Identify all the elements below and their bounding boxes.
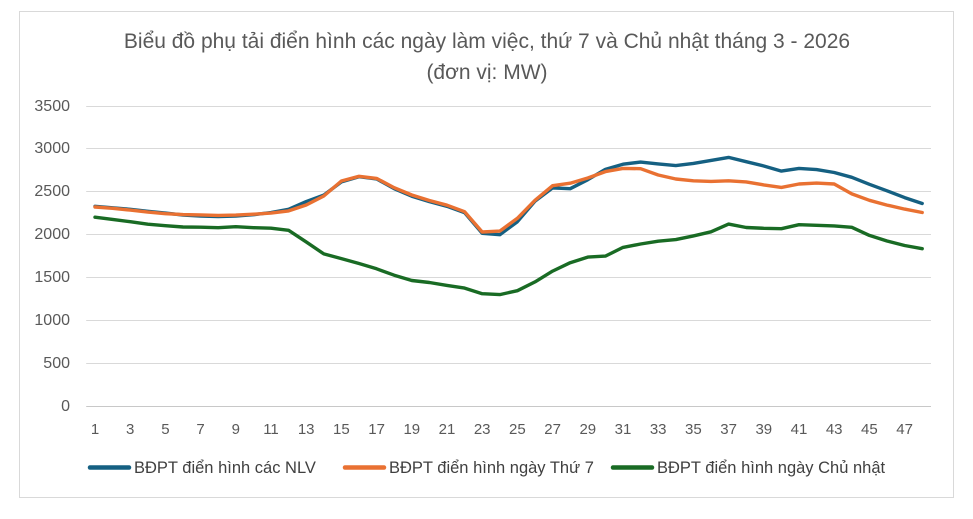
svg-text:21: 21 — [439, 421, 456, 438]
svg-text:27: 27 — [544, 421, 561, 438]
svg-text:47: 47 — [896, 421, 913, 438]
svg-text:2500: 2500 — [34, 183, 70, 200]
svg-text:3: 3 — [126, 421, 134, 438]
svg-text:(đơn vị: MW): (đơn vị: MW) — [426, 61, 547, 84]
svg-text:37: 37 — [720, 421, 737, 438]
svg-text:BĐPT điển hình các NLV: BĐPT điển hình các NLV — [134, 459, 316, 477]
svg-text:15: 15 — [333, 421, 350, 438]
svg-text:1: 1 — [91, 421, 99, 438]
svg-text:1000: 1000 — [34, 312, 70, 329]
svg-text:31: 31 — [615, 421, 632, 438]
svg-text:0: 0 — [61, 398, 70, 415]
svg-text:41: 41 — [791, 421, 808, 438]
svg-text:7: 7 — [196, 421, 204, 438]
svg-text:11: 11 — [263, 421, 279, 438]
svg-text:BĐPT điển hình ngày Chủ nhật: BĐPT điển hình ngày Chủ nhật — [657, 459, 886, 477]
svg-text:2000: 2000 — [34, 226, 70, 243]
svg-text:BĐPT điển hình ngày Thứ 7: BĐPT điển hình ngày Thứ 7 — [389, 459, 594, 477]
svg-text:13: 13 — [298, 421, 315, 438]
svg-text:45: 45 — [861, 421, 878, 438]
svg-text:1500: 1500 — [34, 269, 70, 286]
svg-text:Biểu đồ phụ tải điển hình các: Biểu đồ phụ tải điển hình các ngày làm v… — [124, 30, 850, 53]
svg-text:23: 23 — [474, 421, 491, 438]
svg-text:3000: 3000 — [34, 140, 70, 157]
svg-text:5: 5 — [161, 421, 169, 438]
svg-text:9: 9 — [232, 421, 240, 438]
svg-text:3500: 3500 — [34, 98, 70, 115]
svg-text:19: 19 — [403, 421, 420, 438]
svg-text:35: 35 — [685, 421, 702, 438]
svg-text:43: 43 — [826, 421, 843, 438]
svg-text:17: 17 — [368, 421, 385, 438]
svg-text:33: 33 — [650, 421, 667, 438]
svg-text:25: 25 — [509, 421, 526, 438]
svg-text:39: 39 — [755, 421, 772, 438]
svg-text:500: 500 — [43, 355, 70, 372]
svg-text:29: 29 — [579, 421, 596, 438]
